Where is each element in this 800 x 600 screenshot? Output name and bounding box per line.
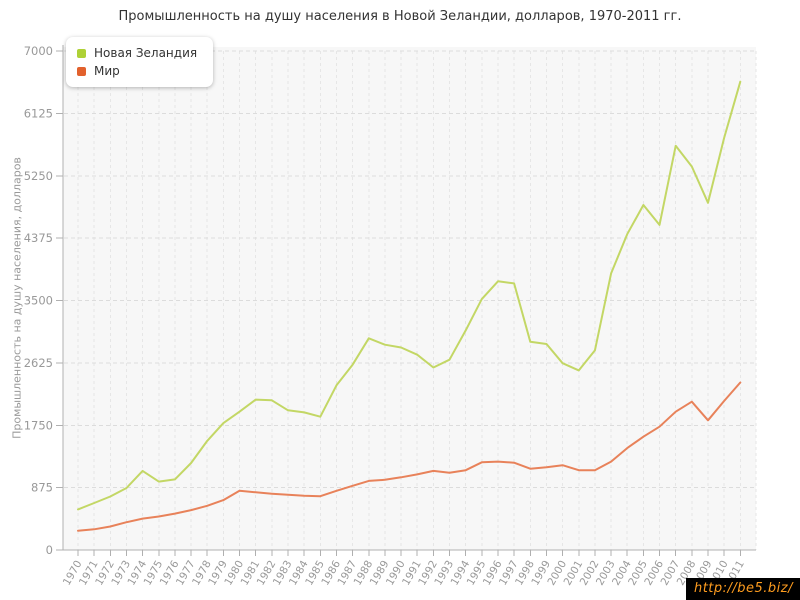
legend-label-world: Мир (94, 64, 120, 78)
y-tick-label: 6125 (24, 106, 53, 120)
axes (62, 45, 756, 551)
watermark-link[interactable]: http://be5.biz/ (685, 578, 800, 600)
series-line-world (77, 381, 742, 532)
y-tick-label: 3500 (24, 294, 53, 308)
series-line-new-zealand (77, 80, 742, 511)
y-tick-label: 0 (46, 543, 53, 557)
legend: Новая Зеландия Мир (66, 37, 214, 87)
legend-item-world[interactable]: Мир (77, 62, 197, 80)
y-tick-label: 4375 (24, 231, 53, 245)
chart-title: Промышленность на душу населения в Новой… (118, 9, 682, 24)
x-axis-ticks: 1970197119721973197419751976197719781979… (61, 550, 747, 588)
plot-area (63, 47, 756, 550)
y-axis-ticks: 0 875 1750 2625 3500 4375 5250 6125 7000 (24, 44, 63, 557)
vertical-gridlines (77, 51, 757, 550)
series-swatch-world (77, 66, 86, 76)
y-tick-label: 2625 (24, 356, 53, 370)
legend-label-new-zealand: Новая Зеландия (94, 46, 198, 60)
y-tick-label: 1750 (24, 418, 53, 432)
series-swatch-new-zealand (77, 48, 86, 58)
y-tick-label: 875 (31, 481, 53, 495)
legend-item-new-zealand[interactable]: Новая Зеландия (77, 44, 197, 62)
y-tick-label: 5250 (24, 169, 53, 183)
y-tick-label: 7000 (24, 44, 53, 58)
